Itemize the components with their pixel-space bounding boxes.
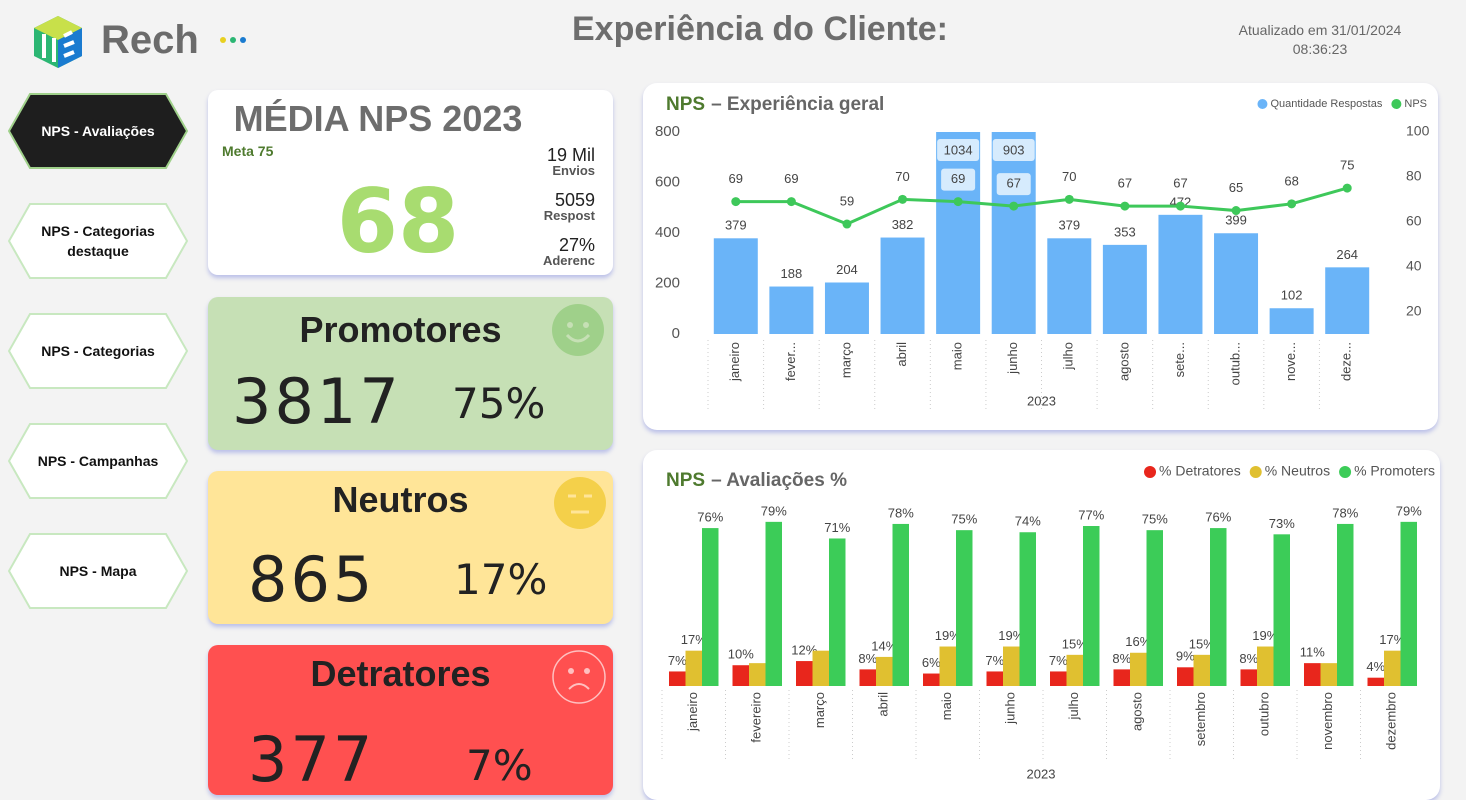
meta: Meta 75 — [222, 143, 274, 159]
promotores-card: Promotores 3817 75% — [208, 297, 613, 450]
nav-button[interactable]: NPS - Categorias destaque — [8, 203, 188, 279]
updated-time: 08:36:23 — [1292, 41, 1348, 57]
nav-label[interactable]: NPS - Categorias destaque — [41, 223, 155, 259]
page-title: Experiência do Cliente: — [572, 10, 948, 48]
logo-icon — [34, 16, 82, 68]
summary-stats: 19 Mil Envios 5059 Respost 27% Aderenc — [543, 145, 595, 268]
nav-shape — [8, 313, 188, 389]
card-title: Detratores — [310, 653, 491, 694]
neutros-card: Neutros 865 17% — [208, 471, 613, 624]
chart-panel — [643, 450, 1440, 800]
nav-button[interactable]: NPS - Avaliações — [8, 93, 188, 169]
card-count: 865 — [248, 543, 376, 616]
nav-button[interactable]: NPS - Mapa — [8, 533, 188, 609]
card-title: Neutros — [332, 479, 469, 520]
envios-value: 19 Mil — [546, 145, 595, 165]
aderencia-value: 27% — [558, 235, 595, 255]
logo-text: Rech — [101, 18, 199, 62]
nav-label[interactable]: NPS - Mapa — [59, 563, 137, 579]
nav-shape — [8, 533, 188, 609]
respostas-value: 5059 — [554, 190, 595, 210]
card-count: 377 — [248, 723, 376, 795]
aderencia-label: Aderenc — [542, 253, 595, 268]
neutral-icon — [554, 477, 606, 529]
respostas-label: Respost — [543, 208, 595, 223]
card-pct: 17% — [454, 555, 548, 604]
summary-title: MÉDIA NPS 2023 — [233, 98, 523, 139]
nav-label[interactable]: NPS - Categorias — [41, 343, 155, 359]
nav-label[interactable]: NPS - Campanhas — [37, 453, 159, 469]
chart-panel — [643, 83, 1438, 430]
nav-shape — [8, 203, 188, 279]
updated-date: Atualizado em 31/01/2024 — [1238, 22, 1402, 38]
logo-dots — [220, 37, 246, 43]
sad-icon — [552, 650, 606, 704]
nps-value: 68 — [336, 170, 460, 273]
card-pct: 75% — [452, 379, 546, 428]
happy-icon — [552, 304, 604, 356]
nav-button[interactable]: NPS - Campanhas — [8, 423, 188, 499]
summary-card: MÉDIA NPS 2023 Meta 75 68 19 Mil Envios … — [208, 90, 613, 275]
nav-button[interactable]: NPS - Categorias — [8, 313, 188, 389]
nav-shape — [8, 93, 188, 169]
nav-label[interactable]: NPS - Avaliações — [41, 123, 155, 139]
card-title: Promotores — [299, 309, 502, 350]
card-pct: 7% — [466, 741, 533, 790]
detratores-card: Detratores 377 7% — [208, 645, 613, 795]
card-count: 3817 — [232, 365, 402, 438]
envios-label: Envios — [552, 163, 595, 178]
nav-shape — [8, 423, 188, 499]
update-info: Atualizado em 31/01/2024 08:36:23 — [1200, 21, 1440, 59]
